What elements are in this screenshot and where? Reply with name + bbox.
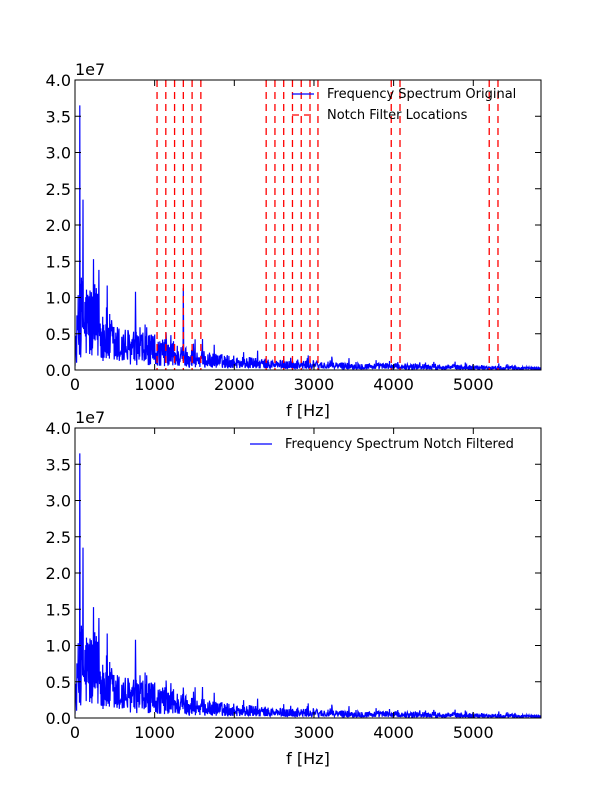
- legend-label-1: Frequency Spectrum Original: [327, 87, 516, 102]
- y-tick-label: 2.0: [46, 216, 71, 235]
- y-tick-label: 3.0: [46, 492, 71, 511]
- x-tick-label: 1000: [134, 723, 175, 742]
- y-tick-label: 3.5: [46, 455, 71, 474]
- chart-1: 0 1000 2000 3000 4000 5000 0.0 0.5 1.0 1.5 2.0 2.5 3…: [46, 60, 542, 420]
- x-tick-label: 2000: [214, 375, 255, 394]
- y-tick-label: 0.0: [46, 709, 71, 728]
- x-tick-label: 1000: [134, 375, 175, 394]
- x-axis-label: f [Hz]: [286, 749, 330, 768]
- x-tick-label: 0: [70, 723, 80, 742]
- y-tick-label: 1.5: [46, 252, 71, 271]
- y-tick-label: 4.0: [46, 71, 71, 90]
- x-tick-label: 2000: [214, 723, 255, 742]
- x-tick-label: 4000: [373, 375, 414, 394]
- y-tick-label: 3.5: [46, 107, 71, 126]
- series-line-1: [75, 453, 541, 718]
- y-tick-label: 0.5: [46, 673, 71, 692]
- chart-2: 0 1000 2000 3000 4000 5000 0.0 0.5 1.0 1.5 2.0 2.5 3…: [46, 408, 542, 768]
- y-tick-label: 2.0: [46, 564, 71, 583]
- y-offset-label: 1e7: [75, 60, 105, 79]
- plot-area: [75, 428, 541, 718]
- y-tick-label: 3.0: [46, 144, 71, 163]
- plot-area: [75, 80, 541, 370]
- y-tick-label: 0.0: [46, 361, 71, 380]
- plot-content: [75, 453, 541, 718]
- y-tick-label: 1.0: [46, 289, 71, 308]
- y-tick-label: 2.5: [46, 528, 71, 547]
- x-tick-label: 4000: [373, 723, 414, 742]
- x-tick-label: 3000: [294, 723, 335, 742]
- x-tick-label: 5000: [453, 375, 494, 394]
- y-tick-label: 2.5: [46, 180, 71, 199]
- y-tick-label: 1.0: [46, 637, 71, 656]
- x-tick-label: 0: [70, 375, 80, 394]
- legend: Frequency Spectrum Original Notch Filter …: [292, 87, 516, 123]
- y-tick-label: 0.5: [46, 325, 71, 344]
- x-tick-label: 5000: [453, 723, 494, 742]
- legend-label-2: Notch Filter Locations: [327, 108, 468, 123]
- x-axis-label: f [Hz]: [286, 401, 330, 420]
- y-tick-label: 4.0: [46, 419, 71, 438]
- plot-content: [75, 80, 541, 370]
- y-tick-label: 1.5: [46, 600, 71, 619]
- y-offset-label: 1e7: [75, 408, 105, 427]
- legend: Frequency Spectrum Notch Filtered: [250, 437, 514, 452]
- series-line-1: [75, 105, 541, 370]
- x-tick-label: 3000: [294, 375, 335, 394]
- legend-label-1: Frequency Spectrum Notch Filtered: [285, 437, 514, 452]
